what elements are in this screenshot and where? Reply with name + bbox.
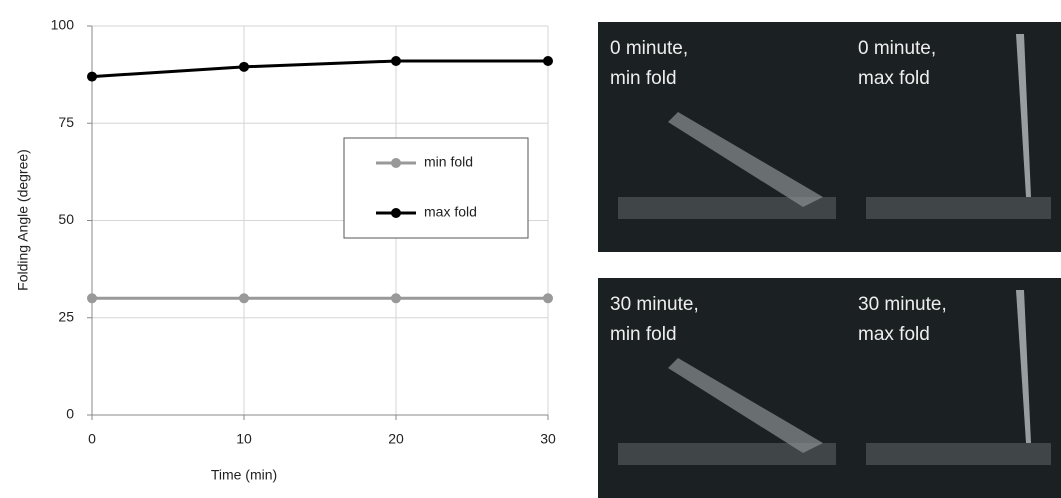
photo-base — [866, 443, 1051, 465]
y-tick-label: 100 — [51, 17, 75, 33]
point — [543, 293, 553, 304]
photo-caption: max fold — [858, 324, 930, 345]
photo-caption: 0 minute, — [610, 38, 688, 59]
point — [239, 293, 249, 304]
point — [543, 56, 553, 67]
legend-box — [343, 137, 529, 239]
x-tick-label: 10 — [236, 431, 252, 447]
photo-flap — [1016, 34, 1031, 197]
y-tick-label: 0 — [66, 406, 74, 422]
x-tick-label: 20 — [388, 431, 404, 447]
photo-caption: max fold — [858, 68, 930, 89]
point — [391, 56, 401, 67]
point — [391, 293, 401, 304]
photo-base — [618, 443, 836, 465]
point — [87, 71, 97, 82]
x-tick-label: 30 — [540, 431, 556, 447]
y-axis-label: Folding Angle (degree) — [15, 149, 31, 291]
legend-marker — [391, 208, 401, 218]
y-tick-label: 75 — [58, 114, 74, 130]
photo-base — [866, 197, 1051, 219]
photo-flap — [668, 112, 823, 207]
point — [87, 293, 97, 304]
photo-base — [618, 197, 836, 219]
legend: min fold max fold — [343, 137, 529, 239]
point — [239, 61, 249, 72]
photo-caption: 30 minute, — [858, 294, 947, 315]
legend-label: max fold — [424, 204, 477, 220]
legend-label: min fold — [424, 154, 473, 170]
photo-flap — [668, 358, 823, 453]
y-tick-label: 25 — [58, 308, 74, 324]
photo-caption: 30 minute, — [610, 294, 699, 315]
legend-marker — [391, 158, 401, 168]
photo-flap — [1016, 290, 1031, 443]
x-tick-label: 0 — [88, 431, 96, 447]
series-line — [91, 59, 548, 79]
x-axis-label: Time (min) — [211, 467, 277, 483]
photo-caption: 0 minute, — [858, 38, 936, 59]
photo-caption: min fold — [610, 68, 677, 89]
y-tick-label: 50 — [58, 211, 74, 227]
photo-caption: min fold — [610, 324, 677, 345]
